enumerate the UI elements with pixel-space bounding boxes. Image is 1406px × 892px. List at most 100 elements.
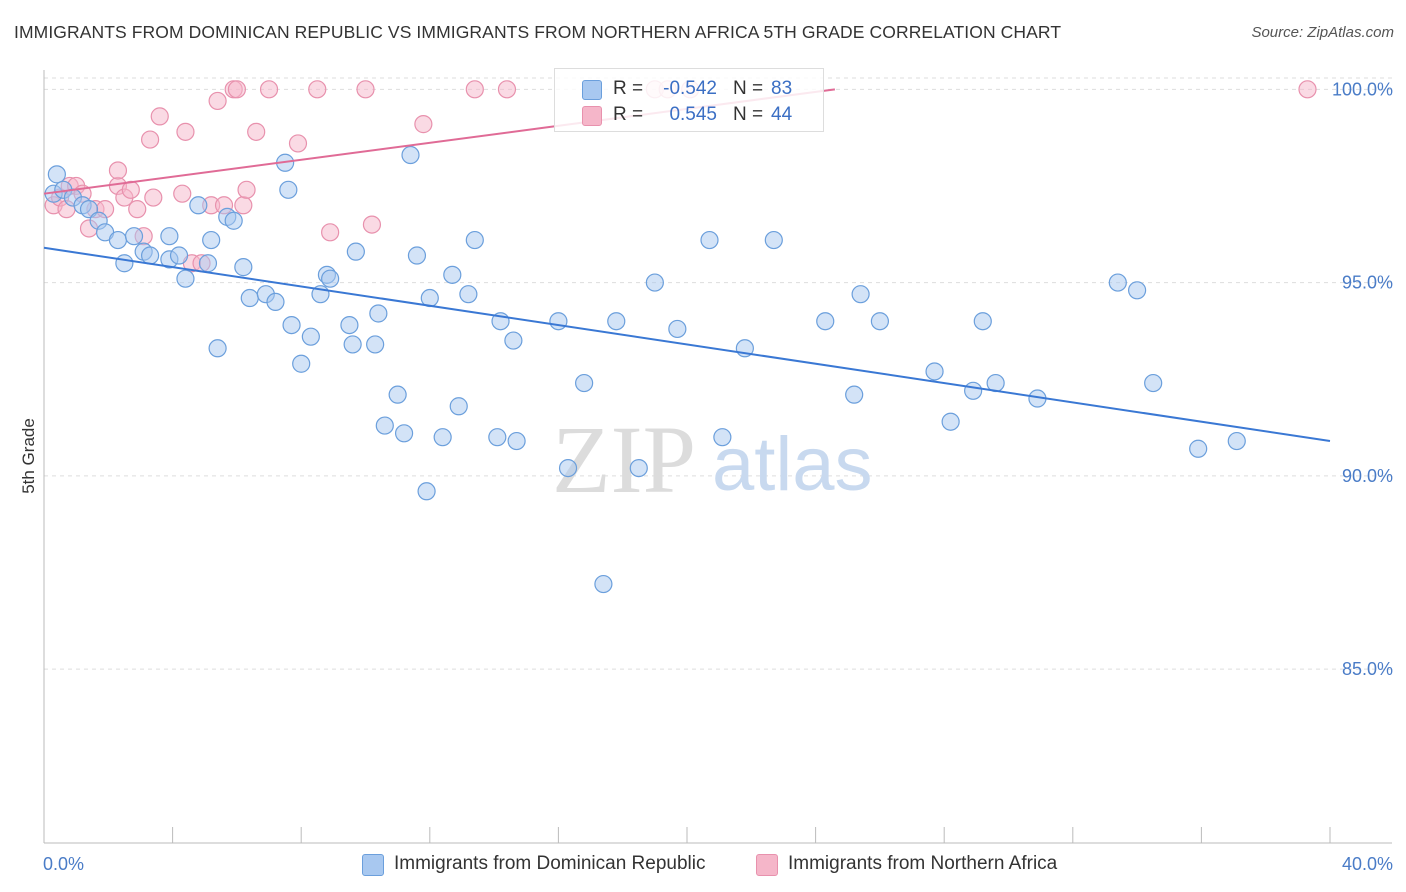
trend-line-dominican-republic [43, 246, 1331, 443]
blue-point [79, 200, 99, 219]
series-dominican-republic-points [44, 145, 1246, 594]
r-label: R = [613, 78, 644, 99]
blue-point [1127, 281, 1147, 300]
x-tick-label: 0.0% [43, 854, 84, 874]
watermark: ZIP atlas [552, 406, 873, 513]
blue-point [234, 258, 253, 277]
blue-point [816, 312, 835, 331]
blue-point [1189, 439, 1208, 458]
blue-point [189, 196, 208, 215]
pink-point [208, 91, 227, 111]
blue-point [504, 331, 523, 350]
pink-point [140, 130, 160, 149]
y-tick-labels: 85.0% 90.0% 95.0% 100.0% [1332, 79, 1393, 679]
y-tick-label: 90.0% [1342, 466, 1393, 486]
blue-point [1144, 373, 1163, 393]
blue-point [700, 230, 719, 250]
pink-point [1298, 80, 1317, 99]
pink-point [234, 196, 253, 215]
blue-point [321, 269, 340, 288]
source-label: Source: ZipAtlas.com [1251, 24, 1394, 41]
blue-point [417, 482, 436, 501]
r-value: 0.545 [669, 104, 717, 125]
pink-point [247, 122, 266, 141]
pink-point [321, 223, 340, 242]
x-tick-labels: 0.0% 40.0% [43, 854, 1393, 874]
blue-point [208, 339, 227, 358]
blue-point [115, 254, 134, 273]
pink-point [173, 184, 192, 203]
blue-point [607, 312, 626, 331]
r-value: -0.542 [663, 78, 717, 99]
blue-point [851, 285, 870, 304]
blue-point [108, 230, 128, 250]
blue-point [465, 230, 484, 250]
pink-point [128, 200, 147, 219]
pink-point [288, 134, 308, 153]
blue-point [176, 269, 195, 288]
legend-swatch-blue [362, 854, 384, 876]
y-tick-label: 85.0% [1342, 659, 1393, 679]
blue-point [629, 458, 648, 478]
pink-point [108, 161, 128, 180]
blue-point [224, 211, 243, 230]
blue-point [198, 254, 218, 273]
blue-point [964, 381, 983, 400]
blue-point [407, 246, 427, 265]
blue-point [124, 227, 144, 246]
blue-point [645, 273, 664, 292]
legend-label: Immigrants from Dominican Republic [394, 853, 706, 874]
pink-point [227, 80, 246, 99]
blue-point [764, 230, 783, 250]
blue-point [202, 230, 221, 250]
blue-point [713, 428, 732, 447]
blue-point [973, 312, 992, 331]
blue-point [575, 373, 594, 393]
chart-title: IMMIGRANTS FROM DOMINICAN REPUBLIC VS IM… [14, 22, 1062, 42]
pink-point [356, 80, 375, 99]
blue-point [433, 428, 452, 447]
n-value: 44 [771, 104, 793, 125]
blue-point [266, 292, 285, 311]
n-value: 83 [771, 78, 793, 99]
blue-point [925, 362, 944, 381]
blue-point [443, 265, 462, 284]
pink-point [362, 215, 382, 234]
blue-point [160, 227, 179, 246]
blue-point [301, 327, 320, 346]
blue-point [375, 416, 394, 435]
y-tick-label: 100.0% [1332, 79, 1393, 99]
blue-point [459, 285, 478, 304]
pink-point [150, 107, 169, 126]
blue-point [343, 335, 362, 354]
blue-point [488, 428, 507, 447]
blue-point [549, 312, 568, 331]
blue-point [668, 319, 687, 339]
blue-point [845, 385, 864, 404]
pink-point [176, 122, 195, 141]
pink-point [237, 180, 256, 199]
blue-point [388, 385, 407, 404]
blue-point [870, 312, 890, 331]
pink-point [414, 115, 433, 134]
blue-point [394, 424, 414, 443]
blue-point [1227, 431, 1246, 451]
stats-box: R = -0.542 N = 83 R = 0.545 N = 44 [554, 68, 824, 132]
blue-point [282, 315, 301, 335]
pink-point [259, 80, 279, 99]
y-tick-label: 95.0% [1342, 273, 1393, 293]
pink-point [144, 188, 163, 207]
blue-point [366, 335, 385, 354]
blue-point [401, 145, 420, 165]
blue-point [558, 458, 578, 478]
blue-point [449, 397, 468, 416]
pink-point [465, 80, 484, 99]
legend-swatch-pink [756, 854, 778, 876]
blue-point [47, 165, 66, 184]
n-label: N = [733, 78, 764, 99]
r-label: R = [613, 104, 644, 125]
watermark-zip: ZIP [552, 406, 696, 513]
axes [43, 70, 1392, 844]
legend-label: Immigrants from Northern Africa [788, 853, 1058, 874]
